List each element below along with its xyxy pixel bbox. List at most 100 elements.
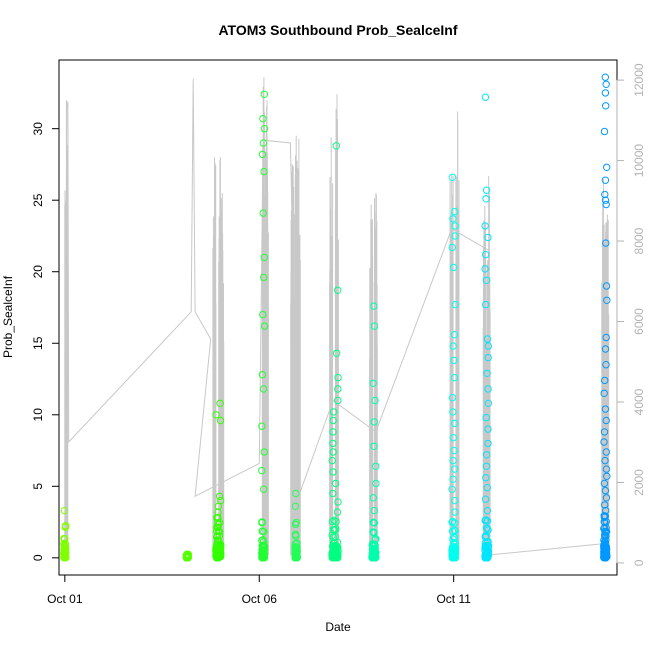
data-point: [602, 494, 611, 502]
data-point: [60, 539, 68, 548]
secondary-spike-10: [334, 94, 339, 558]
axes-layer: Oct 01 Oct 06 Oct 11 0 5 10 15 20 25 30 0 2000 4000 6…: [31, 63, 646, 606]
data-point: [372, 479, 380, 488]
data-point: [291, 502, 300, 510]
data-point: [481, 222, 489, 230]
data-point: [449, 215, 457, 223]
data-point: [331, 479, 340, 488]
data-point: [601, 73, 609, 81]
data-point: [602, 506, 610, 515]
data-point: [602, 282, 611, 290]
data-point: [450, 465, 459, 473]
data-point: [483, 369, 491, 377]
data-point: [332, 142, 340, 150]
data-point: [600, 438, 608, 446]
y-tick-label: 0: [31, 554, 45, 561]
data-point: [450, 446, 458, 455]
data-point: [482, 250, 490, 259]
data-point: [329, 468, 337, 476]
data-point: [601, 532, 609, 540]
data-point: [330, 408, 338, 416]
data-point: [482, 474, 490, 482]
data-point: [481, 265, 489, 273]
data-point: [331, 533, 339, 541]
data-point: [483, 506, 492, 515]
data-point: [602, 465, 611, 473]
data-point: [259, 209, 267, 217]
data-point: [481, 93, 490, 101]
data-point: [484, 439, 492, 448]
data-point: [60, 535, 69, 543]
data-point: [369, 518, 378, 526]
y-tick-label: 20: [31, 265, 45, 279]
data-point: [329, 439, 337, 448]
data-point: [369, 494, 377, 502]
data-point: [484, 425, 492, 433]
data-point: [601, 486, 610, 495]
data-point: [214, 519, 222, 527]
data-point: [449, 263, 458, 272]
data-point: [329, 489, 337, 498]
data-point: [484, 353, 492, 362]
secondary-spike-15: [482, 205, 487, 558]
data-point: [260, 485, 268, 493]
y-tick-label: 15: [31, 336, 45, 350]
data-point: [448, 393, 457, 402]
data-point: [448, 518, 456, 526]
secondary-tick-label: 4000: [632, 388, 646, 415]
data-point: [328, 456, 336, 465]
data-point: [482, 524, 491, 532]
data-point: [451, 508, 459, 516]
data-point: [602, 239, 610, 247]
data-point: [600, 428, 609, 436]
data-point: [258, 536, 266, 545]
secondary-tick-label: 2000: [632, 469, 646, 496]
x-tick-label: Oct 06: [242, 592, 278, 606]
data-point: [183, 552, 192, 560]
data-point: [214, 527, 223, 536]
secondary-spike-13: [449, 174, 454, 558]
data-point: [329, 543, 337, 551]
data-point: [600, 127, 609, 136]
data-point: [450, 356, 458, 365]
data-point: [260, 543, 269, 552]
data-point: [258, 422, 266, 430]
data-point: [451, 300, 459, 309]
data-point: [372, 462, 380, 470]
data-point: [448, 485, 456, 493]
secondary-tick-label: 10000: [632, 144, 646, 178]
data-point: [450, 539, 458, 547]
data-point: [603, 296, 611, 304]
data-point: [601, 89, 610, 97]
data-point: [329, 416, 337, 425]
data-point: [450, 373, 459, 382]
points-layer: [60, 73, 611, 562]
data-point: [259, 310, 267, 319]
x-tick-label: Oct 11: [436, 592, 471, 606]
data-point: [214, 508, 222, 516]
secondary-spike-0: [64, 100, 69, 558]
y-tick-label: 25: [31, 193, 45, 207]
data-point: [330, 516, 338, 524]
data-point: [334, 396, 342, 405]
data-point: [292, 532, 300, 540]
data-point: [334, 373, 342, 382]
data-point: [600, 479, 609, 488]
data-point: [449, 434, 457, 442]
data-point: [449, 456, 457, 465]
data-point: [482, 186, 491, 194]
secondary-spike-1: [212, 157, 217, 558]
data-point: [601, 456, 609, 465]
data-point: [334, 498, 342, 506]
data-point: [448, 173, 457, 182]
data-point: [370, 322, 379, 330]
data-point: [451, 527, 459, 535]
data-point: [602, 102, 610, 110]
data-point: [482, 276, 491, 284]
data-point: [603, 472, 611, 480]
data-point: [601, 345, 610, 353]
data-point: [370, 418, 378, 426]
data-point: [329, 428, 337, 436]
data-point: [449, 475, 457, 483]
